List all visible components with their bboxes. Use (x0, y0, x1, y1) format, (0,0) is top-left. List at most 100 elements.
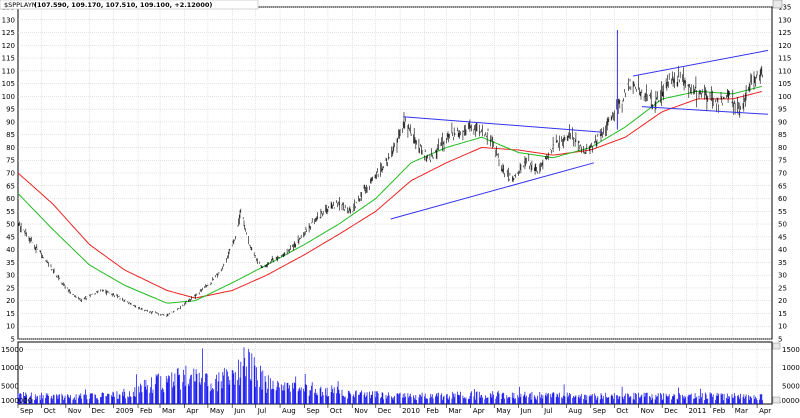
date-tick-label: Jul (257, 407, 267, 415)
price-tick-label-left: 60 (6, 195, 15, 203)
price-tick-label-left: 20 (6, 297, 15, 305)
quote-values: (107.590, 109.170, 107.510, 109.100, +2.… (34, 1, 212, 9)
price-axis-left: 5 10 15 20 25 30 35 40 45 50 55 60 65 70 75 80 85 90 95 100… (2, 4, 15, 344)
price-tick-label-right: 65 (778, 182, 787, 190)
trend-line (390, 162, 595, 220)
price-tick-label-right: 25 (778, 284, 787, 292)
price-tick-label-left: 10 (6, 323, 15, 331)
date-tick-label: Dec (664, 407, 678, 415)
date-tick-label: Mar (735, 407, 748, 415)
price-tick-label-right: 50 (778, 221, 787, 229)
price-tick-label-left: 120 (2, 42, 15, 50)
volume-tick-label-right: 5000 (782, 382, 800, 390)
price-tick-label-right: 125 (778, 29, 791, 37)
date-tick-label: Feb (426, 407, 439, 415)
ma-red-line (17, 91, 762, 299)
price-tick-label-right: 35 (778, 259, 787, 267)
volume-base-label-left: 1000000 (1, 397, 32, 405)
price-tick-label-left: 90 (6, 118, 15, 126)
date-tick-label: Nov (641, 407, 655, 415)
price-tick-label-left: 5 (11, 336, 15, 344)
date-tick-label: Jun (520, 407, 532, 415)
date-tick-label: Apr (473, 407, 485, 415)
price-tick-label-right: 30 (778, 272, 787, 280)
price-tick-label-left: 40 (6, 246, 15, 254)
date-tick-label: Sep (20, 407, 34, 415)
date-tick-label: Jul (543, 407, 553, 415)
volume-tick-label-right: 10000 (782, 364, 800, 372)
trend-line (641, 106, 769, 115)
symbol-label: $SPPLAYN (4, 1, 37, 9)
trend-lines (390, 30, 769, 220)
date-tick-label: 2011 (688, 407, 706, 415)
date-tick-label: Sep (306, 407, 320, 415)
price-tick-label-right: 95 (778, 106, 787, 114)
price-tick-label-left: 110 (2, 67, 15, 75)
date-tick-label: Feb (713, 407, 726, 415)
price-tick-label-left: 65 (6, 182, 15, 190)
volume-axis: 5000 5000 10000 10000 15000 15000 1000000 10000… (1, 346, 800, 405)
price-tick-label-left: 55 (6, 208, 15, 216)
price-tick-label-left: 115 (2, 55, 15, 63)
price-tick-label-left: 105 (2, 80, 15, 88)
date-tick-label: Apr (759, 407, 771, 415)
date-tick-label: Sep (593, 407, 607, 415)
volume-tick-label-right: 15000 (782, 346, 800, 354)
volume-tick-label-left: 5000 (1, 382, 19, 390)
symbol-box (0, 0, 259, 10)
price-tick-label-right: 15 (778, 310, 787, 318)
date-tick-label: Oct (616, 407, 628, 415)
date-tick-label: Nov (354, 407, 368, 415)
date-tick-label: 2010 (402, 407, 420, 415)
date-tick-label: Aug (282, 407, 296, 415)
price-tick-label-right: 105 (778, 80, 791, 88)
date-tick-label: May (496, 407, 510, 415)
volume-tick-label-left: 15000 (1, 346, 23, 354)
price-tick-label-left: 130 (2, 16, 15, 24)
volume-bars (17, 347, 763, 404)
date-tick-label: Oct (330, 407, 342, 415)
volume-panel-frame (17, 341, 773, 405)
date-tick-label: 2009 (116, 407, 134, 415)
price-tick-label-right: 100 (778, 93, 791, 101)
price-tick-label-right: 75 (778, 157, 787, 165)
price-tick-label-left: 35 (6, 259, 15, 267)
date-tick-label: Dec (91, 407, 105, 415)
top-right-button[interactable] (772, 0, 783, 9)
date-tick-label: Oct (44, 407, 56, 415)
date-tick-label: Jun (233, 407, 245, 415)
price-tick-label-left: 15 (6, 310, 15, 318)
trend-line (633, 49, 769, 77)
date-axis: Sep Oct Nov Dec 2009 Feb Mar Apr May Jun Jul Aug Sep… (17, 404, 771, 415)
price-tick-label-right: 20 (778, 297, 787, 305)
date-tick-label: Aug (568, 407, 582, 415)
volume-base-label-right: 1000000 (777, 397, 800, 405)
price-tick-label-left: 80 (6, 144, 15, 152)
price-tick-label-right: 70 (778, 170, 787, 178)
price-tick-label-left: 75 (6, 157, 15, 165)
price-tick-label-right: 90 (778, 118, 787, 126)
price-tick-label-right: 55 (778, 208, 787, 216)
volume-scroll-down-button[interactable] (772, 396, 781, 404)
price-tick-label-right: 10 (778, 323, 787, 331)
date-tick-label: Mar (162, 407, 175, 415)
date-tick-label: Nov (68, 407, 82, 415)
price-tick-label-left: 30 (6, 272, 15, 280)
price-tick-label-left: 25 (6, 284, 15, 292)
price-tick-label-left: 95 (6, 106, 15, 114)
price-tick-label-right: 85 (778, 131, 787, 139)
price-tick-label-left: 85 (6, 131, 15, 139)
price-axis-right: 5 10 15 20 25 30 35 40 45 50 55 60 65 70 75 80 85 90 95 100… (778, 4, 791, 344)
ma-green-line (17, 85, 762, 304)
price-tick-label-right: 110 (778, 67, 791, 75)
price-tick-label-right: 80 (778, 144, 787, 152)
date-gridlines (41, 7, 758, 404)
volume-scroll-up-button[interactable] (772, 342, 781, 350)
date-tick-label: Mar (448, 407, 461, 415)
date-tick-label: Dec (378, 407, 392, 415)
price-tick-label-left: 125 (2, 29, 15, 37)
ma-green-series (17, 85, 762, 304)
price-tick-label-right: 115 (778, 55, 791, 63)
date-tick-label: Apr (186, 407, 198, 415)
